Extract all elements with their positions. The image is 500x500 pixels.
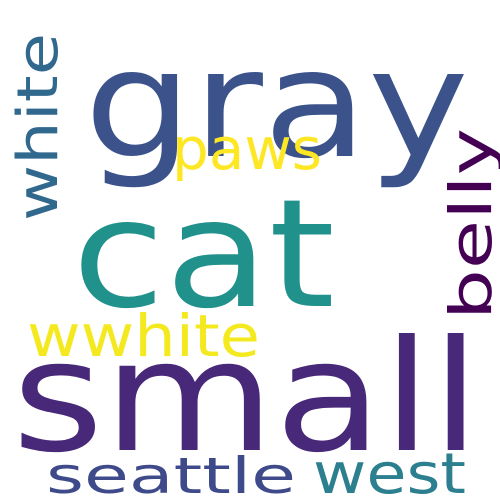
word-gray: gray	[84, 18, 469, 192]
word-belly: belly	[437, 128, 500, 320]
word-cat: cat	[72, 168, 335, 342]
word-small: small	[12, 308, 480, 487]
word-west: west	[313, 442, 466, 500]
word-paws: paws	[172, 115, 322, 183]
word-seattle: seattle	[46, 447, 296, 500]
word-white: white	[6, 33, 71, 221]
word-wwhite: wwhite	[27, 302, 260, 370]
